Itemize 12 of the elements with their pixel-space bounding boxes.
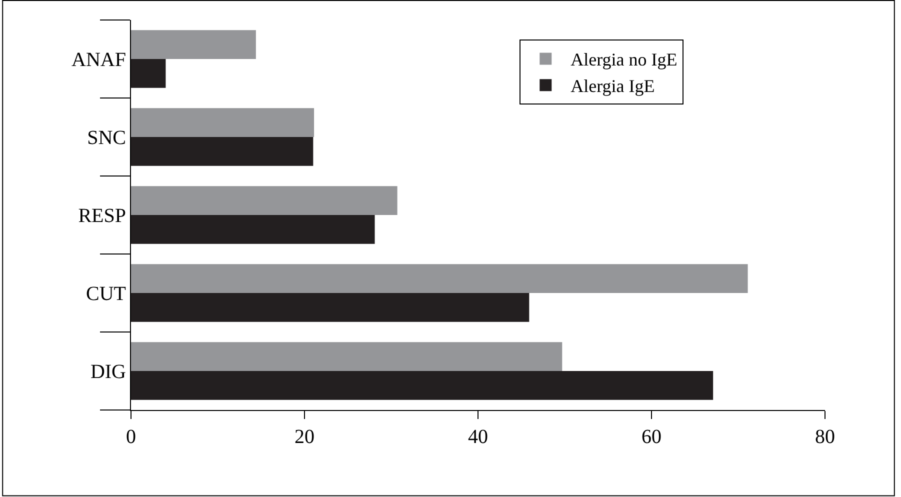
- y-tick-label: SNC: [87, 127, 126, 149]
- x-tick-label: 60: [642, 426, 662, 448]
- y-tick-label: RESP: [78, 205, 126, 227]
- legend-label: Alergia no IgE: [570, 50, 678, 70]
- legend-label: Alergia IgE: [570, 76, 655, 96]
- x-tick-label: 40: [468, 426, 488, 448]
- x-tick-label: 20: [294, 426, 314, 448]
- x-tick-label: 0: [126, 426, 136, 448]
- y-tick-label: ANAF: [72, 49, 126, 71]
- x-tick-label: 80: [815, 426, 835, 448]
- y-tick-label: DIG: [90, 361, 126, 383]
- y-tick-label: CUT: [86, 283, 126, 305]
